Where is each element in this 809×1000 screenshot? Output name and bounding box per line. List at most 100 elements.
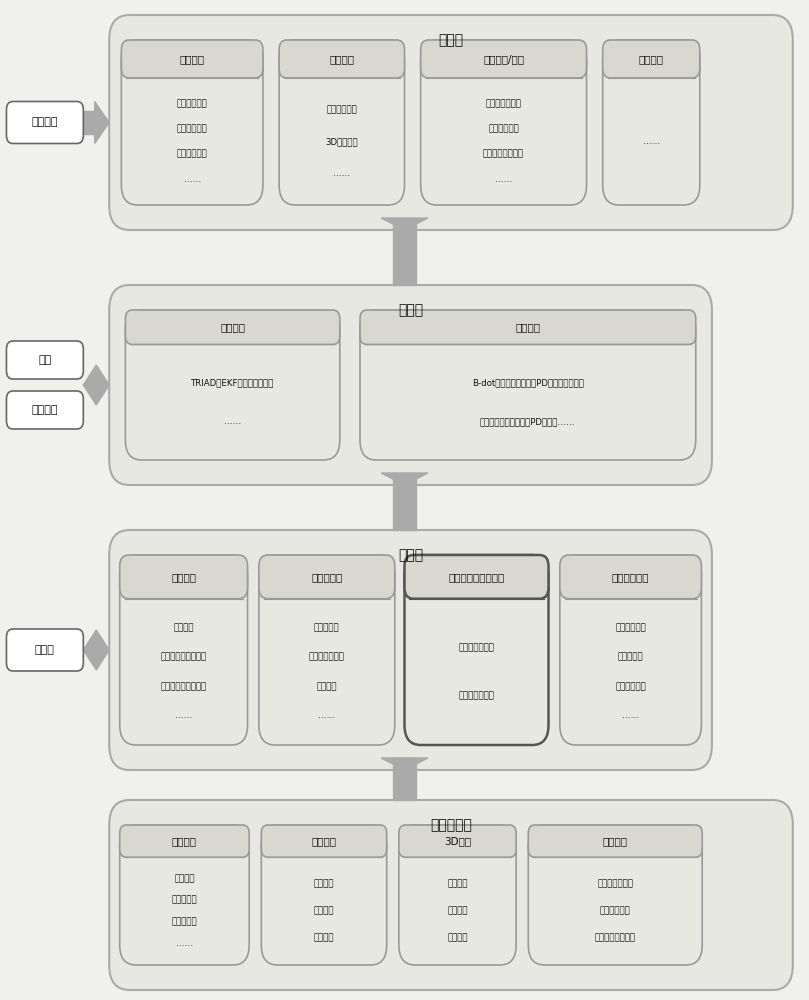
Text: 姿态控制: 姿态控制 [515, 322, 540, 332]
Text: 生成报告: 生成报告 [314, 934, 334, 943]
Text: 太阳矢量测量结果: 太阳矢量测量结果 [595, 934, 636, 943]
Text: 偏置轮控制、磁力矩器PD控制、……: 偏置轮控制、磁力矩器PD控制、…… [480, 417, 576, 426]
Text: 数据调用: 数据调用 [447, 934, 468, 943]
Text: 窗口调用: 窗口调用 [447, 880, 468, 889]
Text: 卫星姿态动力学模型: 卫星姿态动力学模型 [448, 572, 505, 582]
Text: 仿真参数配置: 仿真参数配置 [176, 124, 208, 133]
FancyBboxPatch shape [121, 40, 263, 78]
FancyBboxPatch shape [279, 40, 404, 205]
Text: 数据导出: 数据导出 [314, 907, 334, 916]
Text: 工作模式配置: 工作模式配置 [176, 99, 208, 108]
Text: 分析报告/图表: 分析报告/图表 [483, 54, 524, 64]
Text: 仿真方案配置: 仿真方案配置 [176, 150, 208, 159]
FancyBboxPatch shape [6, 391, 83, 429]
Text: 磁力矩器模型: 磁力矩器模型 [615, 682, 646, 691]
FancyBboxPatch shape [259, 555, 395, 745]
Text: 磁场测量结果: 磁场测量结果 [488, 124, 519, 133]
Text: 数学运算: 数学运算 [172, 836, 197, 846]
Text: ……: …… [175, 711, 193, 720]
Text: 太阳矢量测量结果: 太阳矢量测量结果 [483, 150, 524, 159]
Polygon shape [83, 630, 96, 670]
Text: ……: …… [495, 175, 512, 184]
Text: 在轨卫星: 在轨卫星 [32, 117, 58, 127]
Text: 坐标系转换: 坐标系转换 [172, 917, 197, 926]
FancyBboxPatch shape [360, 310, 696, 344]
FancyBboxPatch shape [6, 629, 83, 671]
FancyBboxPatch shape [120, 555, 248, 745]
Text: 定姿与控制结果: 定姿与控制结果 [597, 880, 633, 889]
Text: 3D显示: 3D显示 [444, 836, 471, 846]
FancyBboxPatch shape [6, 341, 83, 379]
Text: 反作用轮模型: 反作用轮模型 [615, 623, 646, 632]
Text: 卫星: 卫星 [38, 355, 52, 365]
Text: 数据存储: 数据存储 [311, 836, 337, 846]
FancyBboxPatch shape [421, 40, 587, 205]
Text: ……: …… [184, 175, 201, 184]
FancyBboxPatch shape [125, 310, 340, 344]
Polygon shape [83, 365, 96, 405]
Text: 刚体动力学模型: 刚体动力学模型 [459, 643, 494, 652]
FancyBboxPatch shape [259, 555, 395, 599]
Polygon shape [95, 101, 109, 143]
Text: 敏感器模型: 敏感器模型 [311, 572, 342, 582]
Text: 图表生成: 图表生成 [603, 836, 628, 846]
FancyBboxPatch shape [603, 40, 700, 78]
FancyBboxPatch shape [120, 555, 248, 599]
Text: 磁场测量结果: 磁场测量结果 [599, 907, 631, 916]
Polygon shape [393, 473, 416, 530]
Text: 干扰力矩、空间位置: 干扰力矩、空间位置 [160, 682, 207, 691]
FancyBboxPatch shape [109, 800, 793, 990]
Polygon shape [381, 218, 428, 230]
Text: ……: …… [622, 711, 639, 720]
Text: 太阳敏感器模型: 太阳敏感器模型 [309, 653, 345, 662]
Polygon shape [393, 758, 416, 800]
Polygon shape [381, 473, 428, 485]
FancyBboxPatch shape [6, 101, 83, 143]
FancyBboxPatch shape [528, 825, 702, 857]
Text: ……: …… [333, 169, 350, 178]
Text: 执行机构模型: 执行机构模型 [612, 572, 650, 582]
Text: 交互操作: 交互操作 [329, 54, 354, 64]
Polygon shape [83, 111, 95, 133]
FancyBboxPatch shape [528, 825, 702, 965]
FancyBboxPatch shape [261, 825, 387, 965]
Text: 物理层: 物理层 [398, 548, 423, 562]
Polygon shape [381, 758, 428, 770]
Text: 部组件: 部组件 [35, 645, 55, 655]
FancyBboxPatch shape [120, 825, 249, 857]
FancyBboxPatch shape [399, 825, 516, 965]
Text: 姿态确定: 姿态确定 [220, 322, 245, 332]
FancyBboxPatch shape [121, 40, 263, 205]
Text: 磁强计模型: 磁强计模型 [314, 623, 340, 632]
Text: 功能配置: 功能配置 [180, 54, 205, 64]
Text: 数据组包: 数据组包 [447, 907, 468, 916]
Text: 挠性动力学模型: 挠性动力学模型 [459, 692, 494, 701]
FancyBboxPatch shape [120, 825, 249, 965]
Text: TRIAD、EKF、俯仰轴定姿、: TRIAD、EKF、俯仰轴定姿、 [191, 378, 274, 387]
Text: 姿控系统: 姿控系统 [32, 405, 58, 415]
Text: 四元数运算: 四元数运算 [172, 896, 197, 905]
Text: 太阳矢量、磁场矢量: 太阳矢量、磁场矢量 [160, 653, 207, 662]
Text: ……: …… [318, 711, 336, 720]
FancyBboxPatch shape [109, 530, 712, 770]
Text: 矩阵运算: 矩阵运算 [174, 874, 195, 883]
Text: 数据处理层: 数据处理层 [430, 818, 472, 832]
Text: 数据保存: 数据保存 [314, 880, 334, 889]
Text: 3D动态显示: 3D动态显示 [325, 137, 358, 146]
FancyBboxPatch shape [279, 40, 404, 78]
FancyBboxPatch shape [399, 825, 516, 857]
Text: 轨道环境: 轨道环境 [172, 572, 196, 582]
Text: B-dot磁阻尼、反作用轮PD控制、磁卸载、: B-dot磁阻尼、反作用轮PD控制、磁卸载、 [472, 378, 584, 387]
Text: 功能扩展: 功能扩展 [639, 54, 663, 64]
Text: 仿真界面控制: 仿真界面控制 [326, 105, 358, 114]
Polygon shape [96, 365, 109, 405]
FancyBboxPatch shape [421, 40, 587, 78]
FancyBboxPatch shape [360, 310, 696, 460]
Text: 算法层: 算法层 [398, 303, 423, 317]
Polygon shape [393, 218, 416, 285]
FancyBboxPatch shape [109, 285, 712, 485]
FancyBboxPatch shape [560, 555, 701, 599]
Text: 轨道计算: 轨道计算 [173, 623, 194, 632]
FancyBboxPatch shape [560, 555, 701, 745]
Polygon shape [96, 630, 109, 670]
